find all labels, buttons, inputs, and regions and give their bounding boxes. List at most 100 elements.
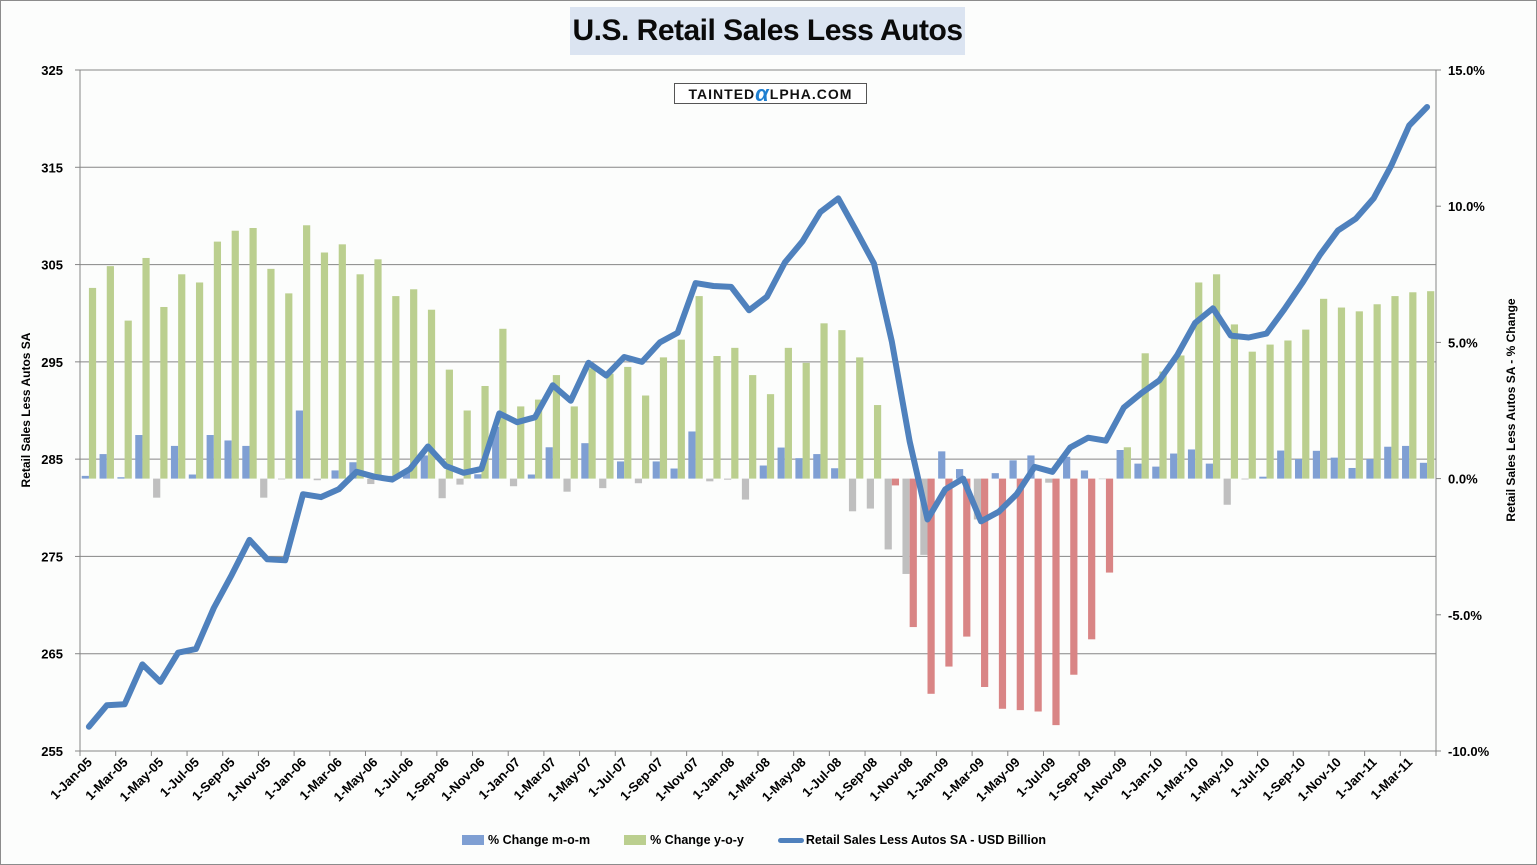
legend-swatch-line — [777, 837, 804, 843]
bar-yoy — [303, 225, 311, 479]
bar-mom — [741, 478, 750, 500]
bar-yoy — [695, 296, 703, 479]
right-axis-title: Retail Sales Less Autos SA - % Change — [1504, 298, 1518, 521]
bar-mom — [902, 478, 910, 574]
bar-mom — [831, 468, 839, 479]
bar-mom — [153, 478, 161, 498]
left-tick-label: 315 — [41, 160, 63, 175]
bar-mom — [1366, 458, 1374, 479]
bar-mom — [973, 478, 982, 520]
bar-yoy — [820, 323, 828, 479]
bar-yoy — [873, 405, 882, 479]
bar-yoy — [1266, 344, 1274, 479]
bar-yoy — [981, 478, 989, 687]
bars — [81, 225, 1435, 726]
bar-mom — [99, 454, 107, 479]
bar-mom — [670, 468, 678, 479]
bar-yoy — [1284, 340, 1292, 479]
bar-mom — [438, 478, 446, 499]
bar-yoy — [1212, 274, 1221, 479]
legend-label-yoy: % Change y-o-y — [650, 833, 744, 847]
bar-mom — [1063, 456, 1071, 479]
bar-mom — [456, 478, 464, 485]
bar-mom — [527, 474, 535, 479]
bar-mom — [81, 475, 89, 479]
legend-label-line: Retail Sales Less Autos SA - USD Billion — [805, 833, 1046, 847]
bar-yoy — [1409, 292, 1417, 479]
bar-yoy — [1177, 355, 1185, 479]
bar-mom — [1080, 470, 1089, 479]
left-tick-label: 325 — [41, 63, 63, 78]
right-tick-label: 15.0% — [1448, 63, 1485, 78]
bar-yoy — [1195, 282, 1203, 479]
bar-mom — [509, 478, 518, 487]
bar-yoy — [463, 410, 471, 479]
bar-mom — [581, 443, 589, 479]
right-tick-label: 0.0% — [1448, 472, 1478, 487]
left-tick-label: 285 — [41, 452, 63, 467]
bar-yoy — [534, 399, 543, 479]
bar-mom — [688, 431, 696, 479]
bar-yoy — [642, 395, 650, 479]
bar-mom — [724, 478, 732, 480]
bar-yoy — [998, 478, 1007, 709]
bar-mom — [1116, 449, 1124, 479]
legend-swatch-mom — [462, 835, 484, 845]
bar-yoy — [731, 347, 739, 479]
bar-yoy — [1016, 478, 1024, 711]
bar-mom — [277, 478, 286, 480]
bar-yoy — [213, 241, 222, 479]
bar-yoy — [499, 328, 507, 479]
bar-mom — [242, 445, 250, 479]
bar-yoy — [1355, 311, 1363, 479]
bar-yoy — [1427, 291, 1435, 479]
bar-mom — [616, 461, 625, 479]
line-series — [85, 104, 1431, 730]
bar-mom — [1241, 478, 1249, 480]
bar-mom — [420, 455, 428, 479]
bar-yoy — [802, 362, 810, 479]
bar-yoy — [160, 306, 168, 479]
bar-mom — [188, 474, 196, 479]
bar-mom — [563, 478, 571, 492]
right-tick-label: -5.0% — [1448, 608, 1482, 623]
bar-yoy — [88, 287, 97, 479]
bar-mom — [206, 435, 214, 479]
left-tick-label: 305 — [41, 258, 63, 273]
logo-text-post: LPHA.COM — [769, 85, 853, 102]
bar-mom — [1205, 463, 1213, 479]
bar-yoy — [1123, 447, 1131, 479]
bar-mom — [402, 471, 411, 479]
left-tick-label: 295 — [41, 355, 63, 370]
bar-mom — [991, 473, 999, 479]
bar-yoy — [249, 227, 257, 479]
logo-text-pre: TAINTED — [688, 85, 756, 102]
legend-label-mom: % Change m-o-m — [488, 833, 591, 847]
bar-yoy — [338, 244, 346, 479]
bar-mom — [1277, 450, 1285, 479]
right-tick-label: 5.0% — [1448, 335, 1478, 350]
bar-yoy — [481, 385, 489, 479]
bar-mom — [955, 469, 964, 479]
bar-yoy — [713, 356, 721, 479]
bar-yoy — [891, 478, 900, 486]
bar-yoy — [552, 375, 561, 479]
bar-mom — [117, 477, 125, 479]
bar-mom — [1294, 458, 1303, 479]
alpha-icon: α — [755, 80, 770, 106]
bar-yoy — [1052, 478, 1060, 726]
bar-mom — [759, 465, 767, 479]
bar-yoy — [677, 339, 685, 479]
bar-yoy — [1248, 351, 1256, 479]
bar-mom — [813, 454, 821, 479]
bar-mom — [706, 478, 714, 482]
bar-yoy — [624, 366, 632, 479]
bar-mom — [224, 440, 232, 479]
bar-yoy — [320, 252, 329, 479]
bar-mom — [1348, 467, 1356, 479]
bar-yoy — [427, 309, 436, 479]
line-retail-sales — [85, 104, 1431, 730]
bar-yoy — [142, 257, 150, 479]
chart-title: U.S. Retail Sales Less Autos — [570, 7, 965, 55]
